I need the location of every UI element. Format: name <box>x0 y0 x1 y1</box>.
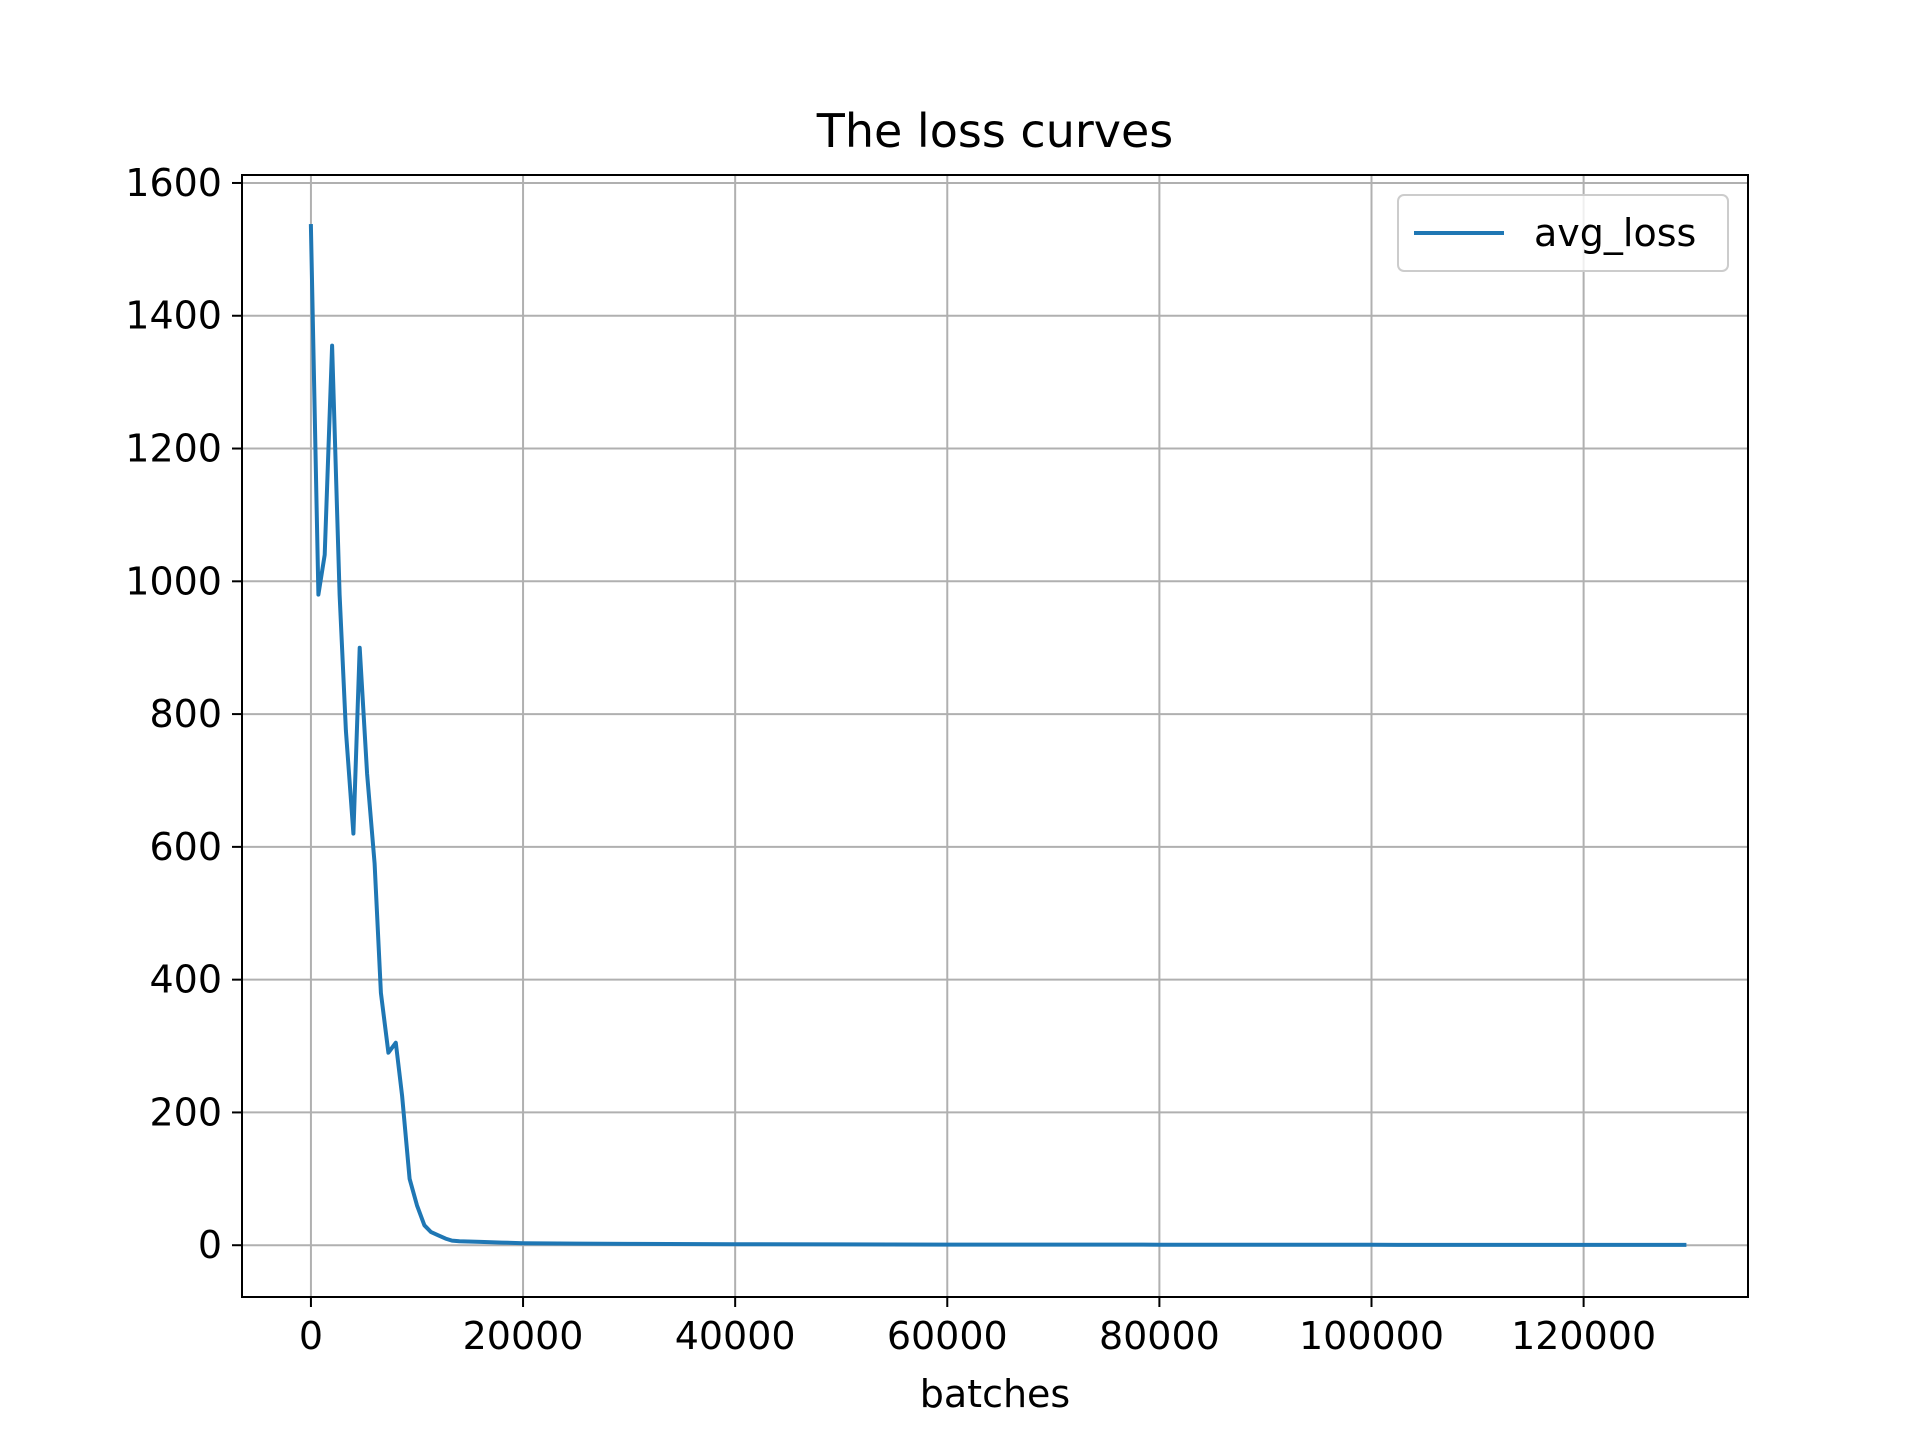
series-layer <box>308 224 1687 1247</box>
chart-title: The loss curves <box>816 104 1174 158</box>
grid <box>242 175 1748 1297</box>
y-tick-label: 800 <box>149 692 222 736</box>
series-line-avg-loss <box>308 224 1687 1247</box>
plot-frame <box>241 174 1749 1298</box>
y-tick-label: 200 <box>149 1090 222 1134</box>
x-tick-label: 120000 <box>1511 1314 1656 1358</box>
x-tick-label: 100000 <box>1299 1314 1444 1358</box>
y-tick-label: 1400 <box>125 294 222 338</box>
x-tick-label: 0 <box>299 1314 323 1358</box>
legend: avg_loss <box>1397 194 1729 272</box>
y-tick-label: 400 <box>149 958 222 1002</box>
x-axis-label: batches <box>920 1372 1070 1416</box>
x-axis-ticks: 0 20000 40000 60000 80000 100000 120000 <box>299 1297 1656 1358</box>
y-tick-label: 1000 <box>125 559 222 603</box>
legend-box <box>1397 194 1729 272</box>
y-tick-label: 600 <box>149 825 222 869</box>
x-tick-label: 40000 <box>675 1314 796 1358</box>
y-tick-label: 0 <box>198 1223 222 1267</box>
x-tick-label: 60000 <box>887 1314 1008 1358</box>
legend-label-avg-loss: avg_loss <box>1534 211 1696 255</box>
y-axis-ticks: 0 200 400 600 800 1000 1200 1400 1600 <box>125 161 242 1267</box>
x-tick-label: 20000 <box>463 1314 584 1358</box>
y-tick-label: 1200 <box>125 427 222 471</box>
x-tick-label: 80000 <box>1099 1314 1220 1358</box>
y-tick-label: 1600 <box>125 161 222 205</box>
